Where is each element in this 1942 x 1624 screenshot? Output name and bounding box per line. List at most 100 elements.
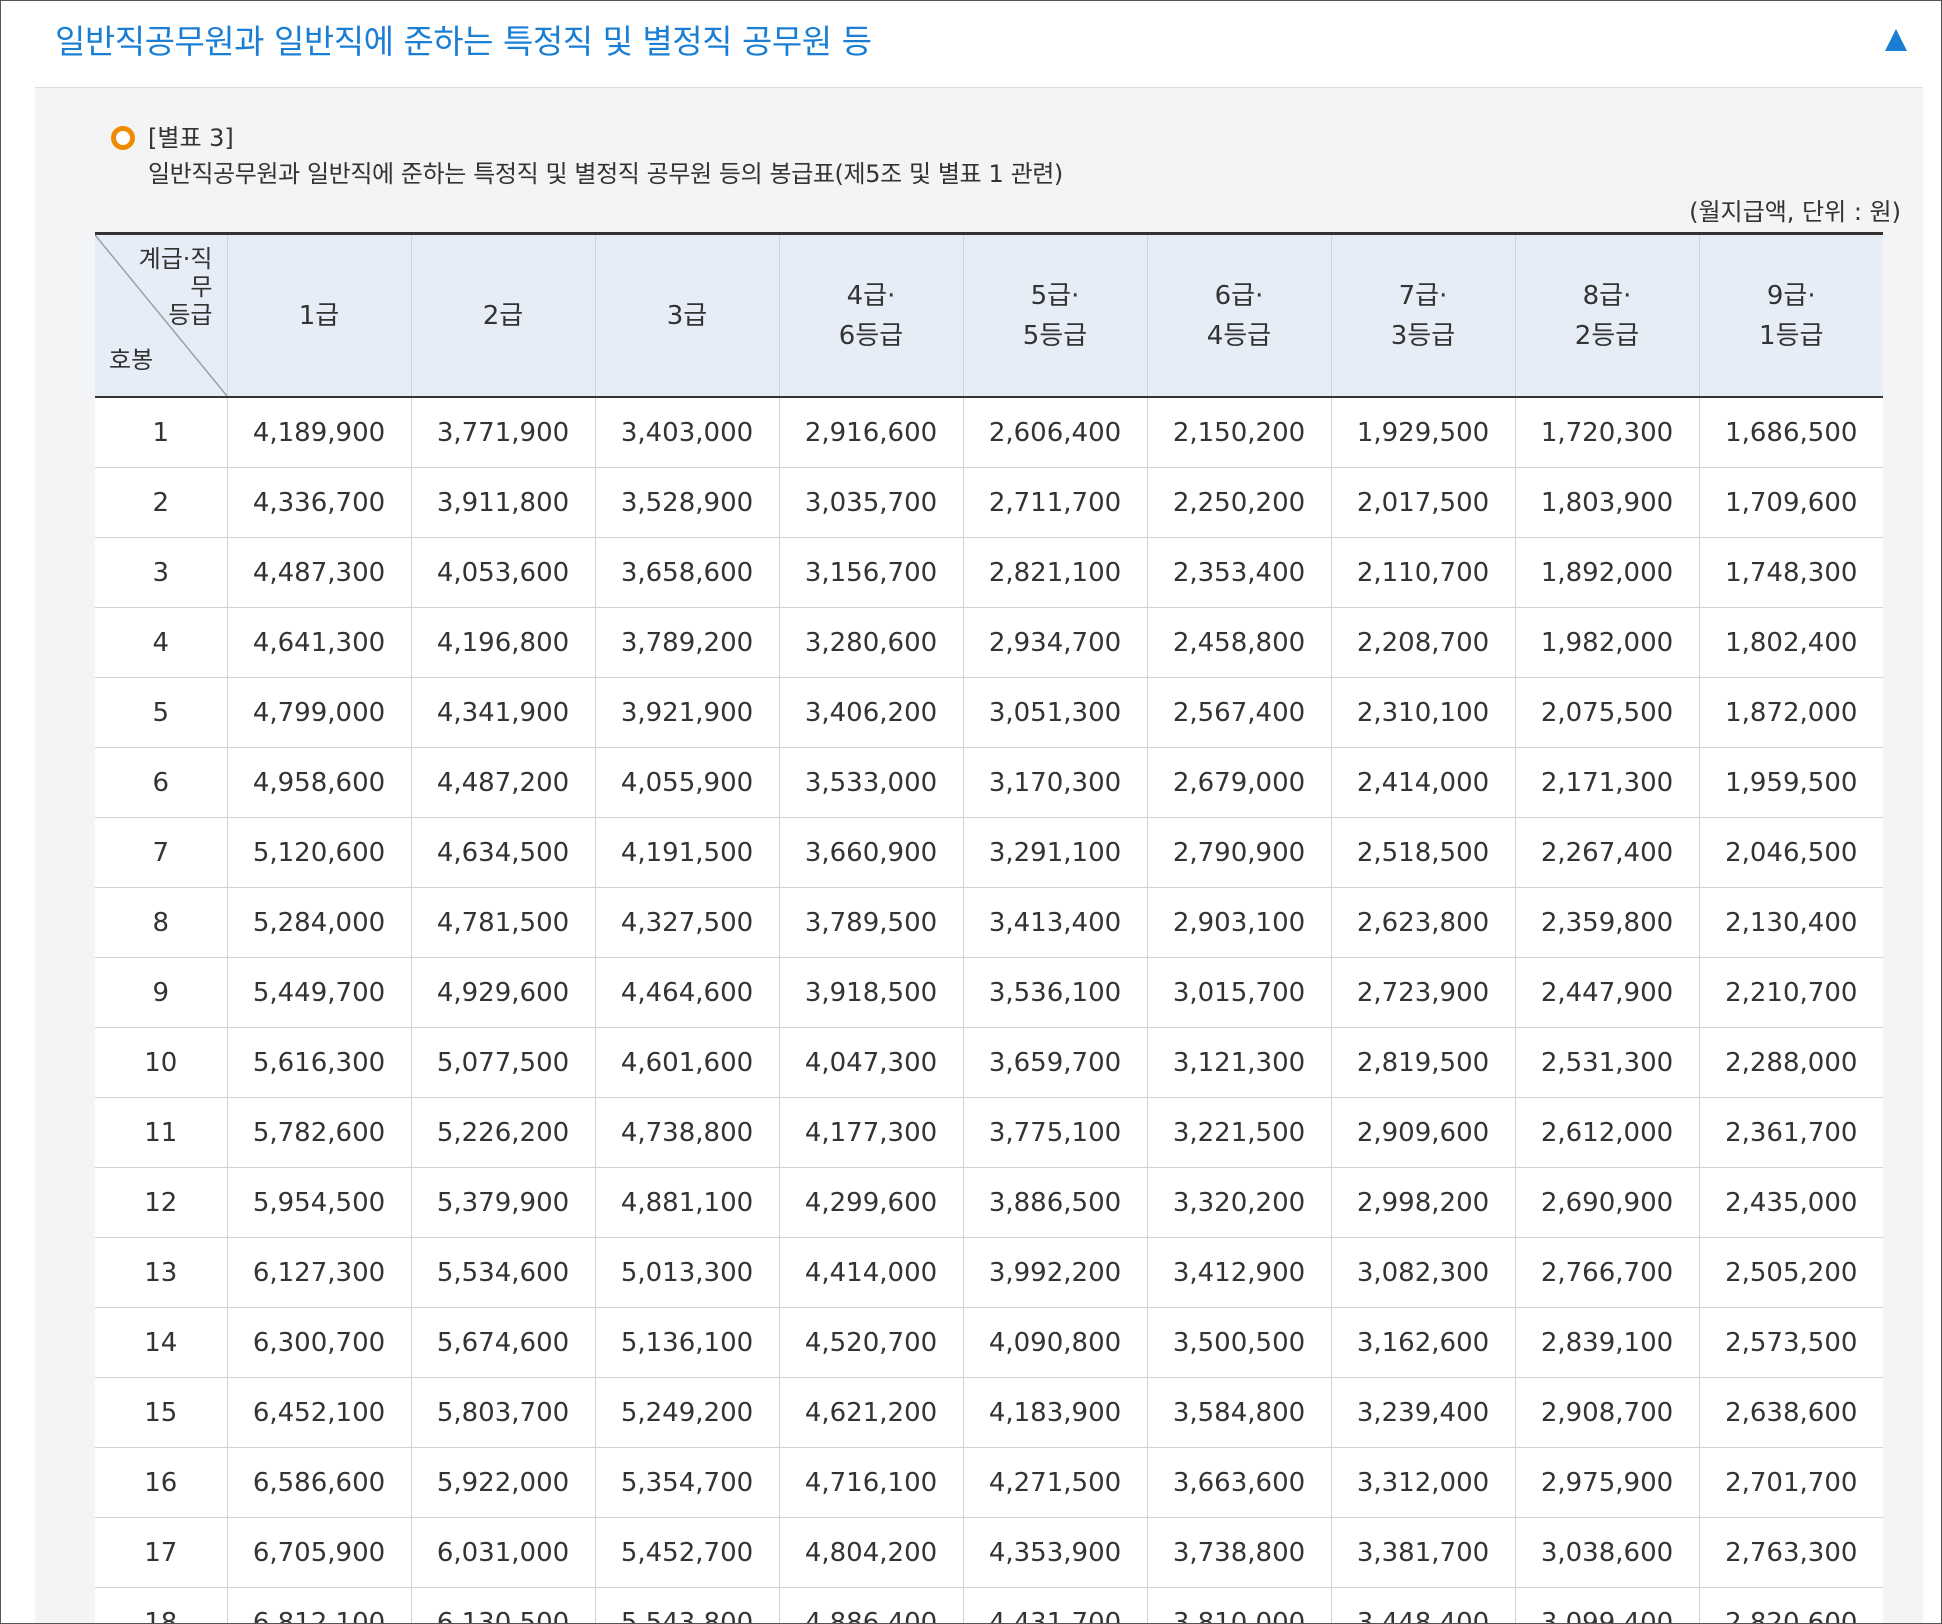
salary-cell: 3,886,500	[963, 1167, 1148, 1238]
salary-cell: 2,934,700	[963, 607, 1148, 678]
salary-cell: 2,208,700	[1331, 607, 1516, 678]
salary-cell: 2,458,800	[1147, 607, 1332, 678]
column-header-line: 5등급	[1022, 320, 1088, 351]
salary-cell: 5,120,600	[227, 817, 412, 888]
column-header-line: 4급·	[846, 280, 896, 311]
salary-cell: 2,711,700	[963, 467, 1148, 538]
column-header-9: 9급· 1등급	[1699, 233, 1883, 398]
table-row: 7 5,120,600 4,634,500 4,191,500 3,660,900 3,2…	[95, 817, 1883, 888]
salary-cell: 2,975,900	[1515, 1447, 1700, 1518]
column-header-line: 3등급	[1390, 320, 1456, 351]
table-row: 10 5,616,300 5,077,500 4,601,600 4,047,300 3,…	[95, 1027, 1883, 1098]
corner-header-cell: 계급·직 무 등급 호봉	[95, 233, 228, 398]
column-header-line: 1등급	[1759, 320, 1824, 351]
salary-cell: 5,922,000	[411, 1447, 596, 1518]
salary-cell: 2,766,700	[1515, 1237, 1700, 1308]
salary-cell: 5,782,600	[227, 1097, 412, 1168]
salary-cell: 4,191,500	[595, 817, 780, 888]
salary-cell: 4,196,800	[411, 607, 596, 678]
salary-cell: 2,723,900	[1331, 957, 1516, 1028]
salary-cell: 5,226,200	[411, 1097, 596, 1168]
salary-cell: 3,412,900	[1147, 1237, 1332, 1308]
column-header-5: 5급· 5등급	[963, 233, 1148, 398]
step-cell: 16	[95, 1447, 228, 1518]
salary-cell: 2,821,100	[963, 537, 1148, 608]
salary-cell: 3,082,300	[1331, 1237, 1516, 1308]
salary-cell: 1,872,000	[1699, 677, 1883, 748]
salary-cell: 4,641,300	[227, 607, 412, 678]
salary-cell: 5,136,100	[595, 1307, 780, 1378]
step-cell: 1	[95, 397, 228, 468]
salary-cell: 4,716,100	[779, 1447, 964, 1518]
salary-cell: 5,449,700	[227, 957, 412, 1028]
step-cell: 2	[95, 467, 228, 538]
column-header-line: 8급·	[1582, 280, 1632, 311]
salary-cell: 3,911,800	[411, 467, 596, 538]
column-header-8: 8급· 2등급	[1515, 233, 1700, 398]
salary-cell: 2,606,400	[963, 397, 1148, 468]
step-cell: 15	[95, 1377, 228, 1448]
salary-cell: 4,053,600	[411, 537, 596, 608]
section-header: 일반직공무원과 일반직에 준하는 특정직 및 별정직 공무원 등	[1, 1, 1941, 85]
salary-cell: 5,452,700	[595, 1517, 780, 1588]
salary-cell: 2,903,100	[1147, 887, 1332, 958]
step-cell: 12	[95, 1167, 228, 1238]
salary-cell: 3,771,900	[411, 397, 596, 468]
salary-cell: 2,839,100	[1515, 1307, 1700, 1378]
column-header-line: 6급·	[1214, 280, 1264, 311]
salary-cell: 3,789,500	[779, 887, 964, 958]
salary-cell: 2,638,600	[1699, 1377, 1883, 1448]
salary-cell: 4,929,600	[411, 957, 596, 1028]
salary-cell: 2,573,500	[1699, 1307, 1883, 1378]
salary-cell: 3,775,100	[963, 1097, 1148, 1168]
salary-cell: 2,819,500	[1331, 1027, 1516, 1098]
salary-cell: 4,601,600	[595, 1027, 780, 1098]
salary-cell: 2,361,700	[1699, 1097, 1883, 1168]
column-header-4: 4급· 6등급	[779, 233, 964, 398]
salary-cell: 6,812,100	[227, 1587, 412, 1623]
salary-cell: 2,310,100	[1331, 677, 1516, 748]
salary-cell: 3,658,600	[595, 537, 780, 608]
table-row: 5 4,799,000 4,341,900 3,921,900 3,406,200 3,0…	[95, 677, 1883, 748]
salary-cell: 3,660,900	[779, 817, 964, 888]
step-cell: 9	[95, 957, 228, 1028]
page-title: 일반직공무원과 일반직에 준하는 특정직 및 별정직 공무원 등	[55, 22, 872, 61]
salary-cell: 2,130,400	[1699, 887, 1883, 958]
salary-cell: 2,505,200	[1699, 1237, 1883, 1308]
table-row: 6 4,958,600 4,487,200 4,055,900 3,533,000 3,1…	[95, 747, 1883, 818]
corner-grade-line3: 등급	[168, 301, 213, 329]
column-header-line: 9급·	[1766, 280, 1816, 311]
salary-cell: 3,584,800	[1147, 1377, 1332, 1448]
salary-cell: 2,046,500	[1699, 817, 1883, 888]
salary-cell: 3,918,500	[779, 957, 964, 1028]
salary-cell: 6,705,900	[227, 1517, 412, 1588]
salary-cell: 2,679,000	[1147, 747, 1332, 818]
salary-cell: 2,701,700	[1699, 1447, 1883, 1518]
salary-cell: 2,359,800	[1515, 887, 1700, 958]
step-cell: 18	[95, 1587, 228, 1623]
table-body: 1 4,189,900 3,771,900 3,403,000 2,916,600 2,6…	[95, 397, 1883, 1623]
corner-grade-label: 계급·직 무 등급	[139, 245, 213, 329]
salary-cell: 5,543,800	[595, 1587, 780, 1623]
salary-table: 계급·직 무 등급 호봉 1급 2급 3급 4급· 6등급 5급· 5등급 6급· 4등급 7급·…	[95, 232, 1883, 1623]
salary-cell: 5,674,600	[411, 1307, 596, 1378]
salary-cell: 3,035,700	[779, 467, 964, 538]
triangle-up-icon[interactable]	[1885, 29, 1907, 51]
salary-cell: 1,959,500	[1699, 747, 1883, 818]
table-row: 15 6,452,100 5,803,700 5,249,200 4,621,200 4,…	[95, 1377, 1883, 1448]
salary-cell: 6,452,100	[227, 1377, 412, 1448]
salary-cell: 2,820,600	[1699, 1587, 1883, 1623]
salary-cell: 3,533,000	[779, 747, 964, 818]
salary-cell: 2,435,000	[1699, 1167, 1883, 1238]
salary-cell: 6,127,300	[227, 1237, 412, 1308]
salary-cell: 3,239,400	[1331, 1377, 1516, 1448]
salary-cell: 5,284,000	[227, 887, 412, 958]
salary-cell: 2,250,200	[1147, 467, 1332, 538]
salary-cell: 4,738,800	[595, 1097, 780, 1168]
salary-cell: 3,789,200	[595, 607, 780, 678]
salary-cell: 4,886,400	[779, 1587, 964, 1623]
step-cell: 8	[95, 887, 228, 958]
salary-cell: 6,300,700	[227, 1307, 412, 1378]
salary-cell: 2,623,800	[1331, 887, 1516, 958]
salary-cell: 5,616,300	[227, 1027, 412, 1098]
